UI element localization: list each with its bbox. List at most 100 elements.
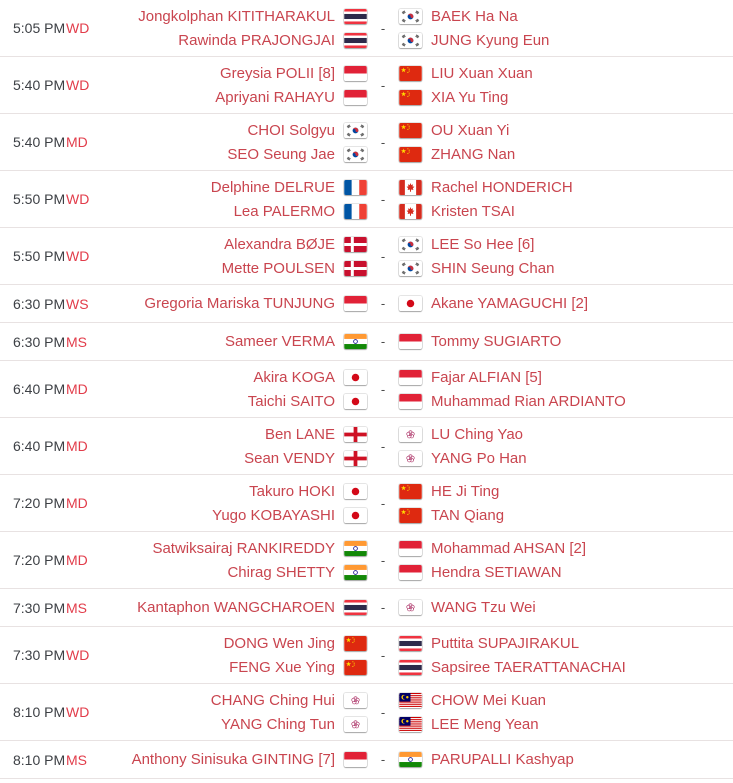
player-name-link[interactable]: Greysia POLII [8]: [219, 64, 335, 82]
flag-icon-jpn: [344, 483, 367, 499]
player-line: WANG Tzu Wei: [399, 596, 536, 620]
player-name-link[interactable]: Takuro HOKI: [249, 482, 335, 500]
player-line: CHOW Mei Kuan: [399, 688, 546, 712]
player-name-link[interactable]: Akane YAMAGUCHI [2]: [431, 295, 589, 312]
team-left: Anthony Sinisuka GINTING [7]: [104, 748, 367, 772]
player-name-link[interactable]: TAN Qiang: [431, 506, 505, 524]
vs-separator: -: [380, 134, 386, 150]
team-left: Takuro HOKI Yugo KOBAYASHI: [104, 479, 367, 527]
player-name-link[interactable]: Alexandra BØJE: [224, 235, 335, 253]
player-name-link[interactable]: Rawinda PRAJONGJAI: [178, 31, 335, 49]
player-line: Rawinda PRAJONGJAI: [178, 28, 367, 52]
match-type-badge: WD: [66, 248, 90, 264]
player-name-link[interactable]: SEO Seung Jae: [227, 145, 335, 163]
match-type-badge: WD: [66, 20, 90, 36]
player-name-link[interactable]: Kristen TSAI: [431, 202, 515, 220]
player-name-link[interactable]: Sameer VERMA: [224, 333, 335, 350]
player-line: XIA Yu Ting: [399, 85, 508, 109]
flag-icon-ind: [344, 540, 367, 556]
player-name-link[interactable]: Rachel HONDERICH: [431, 178, 573, 196]
player-name-link[interactable]: Yugo KOBAYASHI: [212, 506, 335, 524]
player-name-link[interactable]: OU Xuan Yi: [431, 121, 510, 139]
player-name-link[interactable]: SHIN Seung Chan: [431, 259, 555, 277]
player-name-link[interactable]: HE Ji Ting: [431, 482, 500, 500]
player-name-link[interactable]: BAEK Ha Na: [431, 7, 518, 25]
player-line: Apriyani RAHAYU: [215, 85, 367, 109]
team-right: HE Ji Ting TAN Qiang: [399, 479, 733, 527]
match-row: 5:50 PM WD Delphine DELRUE Lea PALERMO - …: [0, 171, 733, 228]
player-name-link[interactable]: Jongkolphan KITITHARAKUL: [138, 7, 335, 25]
player-name-link[interactable]: Gregoria Mariska TUNJUNG: [144, 295, 335, 312]
team-left: Ben LANE Sean VENDY: [104, 422, 367, 470]
player-name-link[interactable]: Apriyani RAHAYU: [215, 88, 335, 106]
player-line: Lea PALERMO: [234, 199, 367, 223]
match-time: 8:10 PM: [13, 704, 66, 720]
match-type-badge: MS: [66, 751, 87, 768]
flag-icon-den: [344, 260, 367, 276]
player-name-link[interactable]: Akira KOGA: [253, 368, 335, 386]
match-row: 7:20 PM MD Satwiksairaj RANKIREDDY Chirag…: [0, 532, 733, 589]
player-line: YANG Ching Tun: [221, 712, 367, 736]
player-name-link[interactable]: Delphine DELRUE: [210, 178, 335, 196]
player-name-link[interactable]: LU Ching Yao: [431, 425, 524, 443]
player-name-link[interactable]: WANG Tzu Wei: [431, 599, 536, 616]
flag-icon-chn: [344, 635, 367, 651]
flag-icon-ina: [344, 65, 367, 81]
player-line: Sameer VERMA: [225, 330, 367, 354]
player-line: LEE Meng Yean: [399, 712, 539, 736]
flag-icon-tpe: [344, 692, 367, 708]
match-type-badge: WD: [66, 704, 90, 720]
player-name-link[interactable]: Hendra SETIAWAN: [431, 563, 562, 581]
player-line: Fajar ALFIAN [5]: [399, 365, 542, 389]
player-name-link[interactable]: ZHANG Nan: [431, 145, 516, 163]
match-time: 5:40 PM: [13, 134, 66, 150]
vs-separator: -: [380, 704, 386, 720]
player-name-link[interactable]: Ben LANE: [264, 425, 335, 443]
player-name-link[interactable]: LEE So Hee [6]: [431, 235, 535, 253]
player-name-link[interactable]: Mohammad AHSAN [2]: [431, 539, 587, 557]
player-name-link[interactable]: PARUPALLI Kashyap: [431, 751, 574, 768]
player-name-link[interactable]: Muhammad Rian ARDIANTO: [431, 392, 626, 410]
player-name-link[interactable]: JUNG Kyung Eun: [431, 31, 550, 49]
player-name-link[interactable]: Satwiksairaj RANKIREDDY: [152, 539, 335, 557]
player-name-link[interactable]: Anthony Sinisuka GINTING [7]: [131, 751, 335, 768]
player-name-link[interactable]: CHANG Ching Hui: [210, 691, 335, 709]
player-name-link[interactable]: LEE Meng Yean: [431, 715, 539, 733]
player-name-link[interactable]: FENG Xue Ying: [229, 658, 335, 676]
player-name-link[interactable]: Puttita SUPAJIRAKUL: [431, 634, 580, 652]
player-name-link[interactable]: Lea PALERMO: [233, 202, 335, 220]
vs-separator: -: [380, 381, 386, 397]
team-left: Akira KOGA Taichi SAITO: [104, 365, 367, 413]
team-left: CHANG Ching Hui YANG Ching Tun: [104, 688, 367, 736]
player-name-link[interactable]: Fajar ALFIAN [5]: [431, 368, 542, 386]
player-line: Akane YAMAGUCHI [2]: [399, 292, 588, 316]
player-name-link[interactable]: YANG Ching Tun: [221, 715, 335, 733]
player-line: Ben LANE: [265, 422, 367, 446]
player-name-link[interactable]: Chirag SHETTY: [227, 563, 335, 581]
match-time: 6:40 PM: [13, 438, 66, 454]
player-line: Rachel HONDERICH: [399, 175, 573, 199]
player-name-link[interactable]: Tommy SUGIARTO: [431, 333, 562, 350]
flag-icon-can: [399, 179, 422, 195]
player-name-link[interactable]: Sapsiree TAERATTANACHAI: [431, 658, 626, 676]
player-name-link[interactable]: Mette POULSEN: [221, 259, 335, 277]
player-name-link[interactable]: DONG Wen Jing: [223, 634, 335, 652]
player-name-link[interactable]: Taichi SAITO: [247, 392, 335, 410]
player-name-link[interactable]: XIA Yu Ting: [431, 88, 509, 106]
player-name-link[interactable]: CHOW Mei Kuan: [431, 691, 547, 709]
match-type-badge: MD: [66, 495, 88, 511]
team-right: LU Ching Yao YANG Po Han: [399, 422, 733, 470]
player-name-link[interactable]: Kantaphon WANGCHAROEN: [137, 599, 335, 616]
match-time: 5:40 PM: [13, 77, 66, 93]
flag-icon-ind: [344, 334, 367, 349]
player-line: Jongkolphan KITITHARAKUL: [138, 4, 367, 28]
player-line: Kristen TSAI: [399, 199, 515, 223]
player-name-link[interactable]: YANG Po Han: [431, 449, 527, 467]
team-right: CHOW Mei Kuan LEE Meng Yean: [399, 688, 733, 736]
player-name-link[interactable]: Sean VENDY: [244, 449, 335, 467]
player-name-link[interactable]: LIU Xuan Xuan: [431, 64, 533, 82]
player-line: YANG Po Han: [399, 446, 527, 470]
flag-icon-kor: [344, 146, 367, 162]
match-time: 6:40 PM: [13, 381, 66, 397]
player-name-link[interactable]: CHOI Solgyu: [247, 121, 335, 139]
